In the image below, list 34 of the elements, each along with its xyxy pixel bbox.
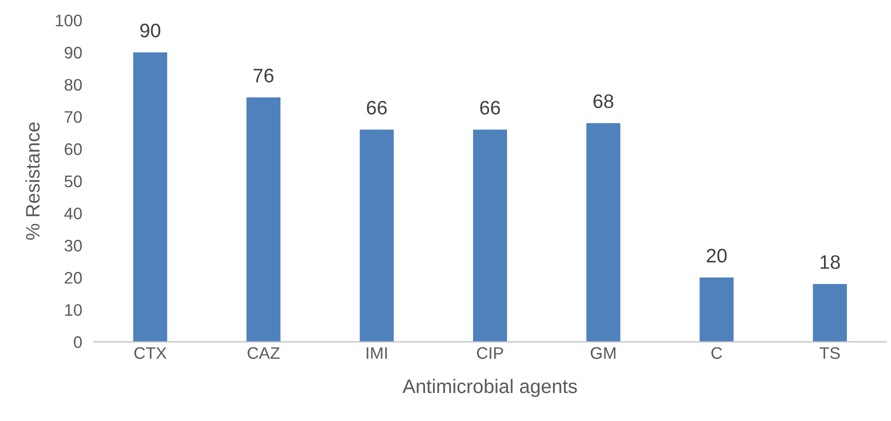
bar (360, 130, 394, 342)
bar (133, 52, 168, 342)
x-tick-label: IMI (366, 347, 387, 359)
data-label: 66 (366, 100, 387, 115)
x-tick-label: GM (590, 347, 616, 359)
x-tick-label: CAZ (248, 347, 280, 359)
y-tick-label: 30 (64, 240, 82, 252)
x-tick-label: TS (820, 347, 840, 359)
data-label: 66 (480, 100, 500, 115)
data-label: 90 (140, 24, 160, 38)
bar (812, 284, 847, 342)
y-tick-label: 20 (64, 272, 82, 284)
data-label: 76 (254, 68, 274, 82)
y-tick-label: 70 (64, 111, 82, 123)
y-tick-label: 0 (74, 336, 82, 348)
data-label: 20 (706, 248, 727, 263)
x-tick-label: CTX (134, 347, 167, 359)
y-tick-label: 50 (64, 175, 82, 188)
y-tick-label: 40 (64, 208, 82, 220)
y-tick-label: 60 (64, 143, 82, 156)
y-tick-label: 80 (64, 78, 82, 91)
bar (700, 278, 734, 342)
y-axis-title: % Resistance (25, 122, 40, 240)
x-axis-title: Antimicrobial agents (402, 378, 577, 398)
data-label: 68 (594, 94, 614, 108)
y-tick-label: 10 (65, 304, 82, 316)
bar (586, 123, 620, 342)
x-tick-label: C (711, 347, 722, 359)
data-label: 18 (820, 255, 840, 269)
bar (473, 130, 508, 342)
y-tick-label: 100 (56, 14, 82, 26)
bar (246, 97, 280, 342)
x-tick-label: CIP (477, 347, 504, 359)
y-tick-label: 90 (64, 46, 82, 59)
